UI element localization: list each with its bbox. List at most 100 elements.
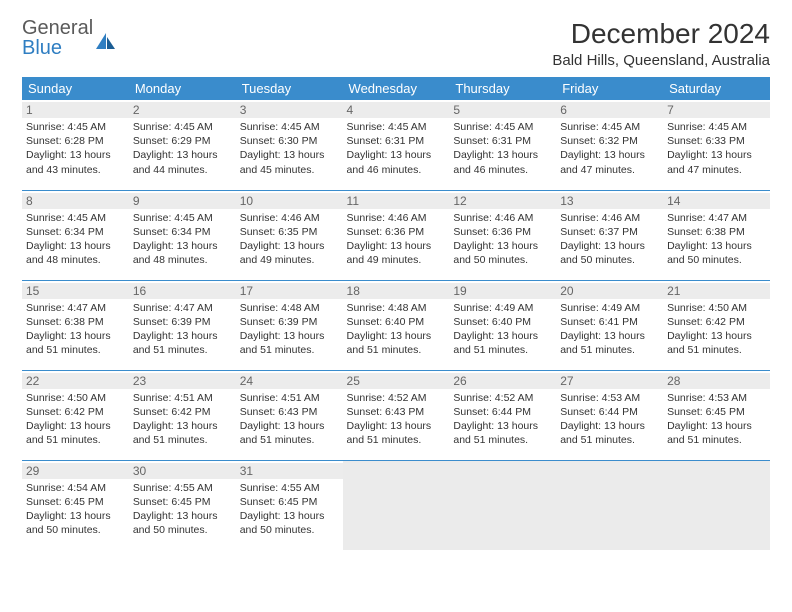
day-cell: 2 Sunrise: 4:45 AMSunset: 6:29 PMDaylight… bbox=[129, 100, 236, 190]
day-info: Sunrise: 4:45 AMSunset: 6:28 PMDaylight:… bbox=[26, 120, 125, 177]
day-info: Sunrise: 4:47 AMSunset: 6:39 PMDaylight:… bbox=[133, 301, 232, 358]
location-text: Bald Hills, Queensland, Australia bbox=[552, 52, 770, 69]
day-info: Sunrise: 4:47 AMSunset: 6:38 PMDaylight:… bbox=[667, 211, 766, 268]
day-cell: 7 Sunrise: 4:45 AMSunset: 6:33 PMDaylight… bbox=[663, 100, 770, 190]
day-number: 26 bbox=[449, 373, 556, 389]
day-cell: 23Sunrise: 4:51 AMSunset: 6:42 PMDayligh… bbox=[129, 370, 236, 460]
day-number: 2 bbox=[129, 102, 236, 118]
day-number: 10 bbox=[236, 193, 343, 209]
logo: General Blue bbox=[22, 18, 117, 58]
title-block: December 2024 Bald Hills, Queensland, Au… bbox=[552, 18, 770, 69]
day-info: Sunrise: 4:45 AMSunset: 6:29 PMDaylight:… bbox=[133, 120, 232, 177]
week-row: 15 Sunrise: 4:47 AMSunset: 6:38 PMDayligh… bbox=[22, 280, 770, 370]
day-info: Sunrise: 4:50 AMSunset: 6:42 PMDaylight:… bbox=[26, 391, 125, 448]
header: General Blue December 2024 Bald Hills, Q… bbox=[22, 18, 770, 69]
day-cell: 9 Sunrise: 4:45 AMSunset: 6:34 PMDaylight… bbox=[129, 190, 236, 280]
day-info: Sunrise: 4:45 AMSunset: 6:32 PMDaylight:… bbox=[560, 120, 659, 177]
day-info: Sunrise: 4:45 AMSunset: 6:34 PMDaylight:… bbox=[133, 211, 232, 268]
week-row: 29 Sunrise: 4:54 AMSunset: 6:45 PMDayligh… bbox=[22, 460, 770, 550]
week-row: 22 Sunrise: 4:50 AMSunset: 6:42 PMDayligh… bbox=[22, 370, 770, 460]
day-info: Sunrise: 4:53 AMSunset: 6:44 PMDaylight:… bbox=[560, 391, 659, 448]
day-number: 29 bbox=[22, 463, 129, 479]
day-info: Sunrise: 4:46 AMSunset: 6:36 PMDaylight:… bbox=[347, 211, 446, 268]
day-info: Sunrise: 4:47 AMSunset: 6:38 PMDaylight:… bbox=[26, 301, 125, 358]
day-cell: 15 Sunrise: 4:47 AMSunset: 6:38 PMDayligh… bbox=[22, 280, 129, 370]
day-number: 1 bbox=[22, 102, 129, 118]
day-info: Sunrise: 4:52 AMSunset: 6:44 PMDaylight:… bbox=[453, 391, 552, 448]
day-header: Thursday bbox=[449, 77, 556, 100]
day-info: Sunrise: 4:45 AMSunset: 6:31 PMDaylight:… bbox=[453, 120, 552, 177]
empty-cell bbox=[449, 460, 556, 550]
day-info: Sunrise: 4:46 AMSunset: 6:37 PMDaylight:… bbox=[560, 211, 659, 268]
day-info: Sunrise: 4:55 AMSunset: 6:45 PMDaylight:… bbox=[133, 481, 232, 538]
day-cell: 19 Sunrise: 4:49 AMSunset: 6:40 PMDayligh… bbox=[449, 280, 556, 370]
day-number: 15 bbox=[22, 283, 129, 299]
day-cell: 21Sunrise: 4:50 AMSunset: 6:42 PMDayligh… bbox=[663, 280, 770, 370]
day-info: Sunrise: 4:46 AMSunset: 6:36 PMDaylight:… bbox=[453, 211, 552, 268]
day-info: Sunrise: 4:54 AMSunset: 6:45 PMDaylight:… bbox=[26, 481, 125, 538]
empty-cell bbox=[343, 460, 450, 550]
day-cell: 13 Sunrise: 4:46 AMSunset: 6:37 PMDayligh… bbox=[556, 190, 663, 280]
day-cell: 28 Sunrise: 4:53 AMSunset: 6:45 PMDayligh… bbox=[663, 370, 770, 460]
logo-text-general: General bbox=[22, 18, 93, 38]
day-info: Sunrise: 4:49 AMSunset: 6:40 PMDaylight:… bbox=[453, 301, 552, 358]
day-number: 28 bbox=[663, 373, 770, 389]
day-header: Monday bbox=[129, 77, 236, 100]
day-cell: 4 Sunrise: 4:45 AMSunset: 6:31 PMDaylight… bbox=[343, 100, 450, 190]
day-cell: 25Sunrise: 4:52 AMSunset: 6:43 PMDayligh… bbox=[343, 370, 450, 460]
day-number: 23 bbox=[129, 373, 236, 389]
day-cell: 27 Sunrise: 4:53 AMSunset: 6:44 PMDayligh… bbox=[556, 370, 663, 460]
day-number: 13 bbox=[556, 193, 663, 209]
day-number: 12 bbox=[449, 193, 556, 209]
day-cell: 22 Sunrise: 4:50 AMSunset: 6:42 PMDayligh… bbox=[22, 370, 129, 460]
day-number: 16 bbox=[129, 283, 236, 299]
day-number: 22 bbox=[22, 373, 129, 389]
day-cell: 16 Sunrise: 4:47 AMSunset: 6:39 PMDayligh… bbox=[129, 280, 236, 370]
day-info: Sunrise: 4:45 AMSunset: 6:34 PMDaylight:… bbox=[26, 211, 125, 268]
day-info: Sunrise: 4:45 AMSunset: 6:31 PMDaylight:… bbox=[347, 120, 446, 177]
day-header: Saturday bbox=[663, 77, 770, 100]
day-number: 27 bbox=[556, 373, 663, 389]
day-cell: 31 Sunrise: 4:55 AMSunset: 6:45 PMDayligh… bbox=[236, 460, 343, 550]
day-cell: 12 Sunrise: 4:46 AMSunset: 6:36 PMDayligh… bbox=[449, 190, 556, 280]
day-info: Sunrise: 4:48 AMSunset: 6:39 PMDaylight:… bbox=[240, 301, 339, 358]
day-cell: 10Sunrise: 4:46 AMSunset: 6:35 PMDayligh… bbox=[236, 190, 343, 280]
calendar-table: SundayMondayTuesdayWednesdayThursdayFrid… bbox=[22, 77, 770, 550]
day-number: 30 bbox=[129, 463, 236, 479]
day-number: 9 bbox=[129, 193, 236, 209]
logo-text-blue: Blue bbox=[22, 38, 93, 58]
day-info: Sunrise: 4:52 AMSunset: 6:43 PMDaylight:… bbox=[347, 391, 446, 448]
day-header: Wednesday bbox=[343, 77, 450, 100]
day-info: Sunrise: 4:50 AMSunset: 6:42 PMDaylight:… bbox=[667, 301, 766, 358]
day-number: 7 bbox=[663, 102, 770, 118]
week-row: 1 Sunrise: 4:45 AMSunset: 6:28 PMDaylight… bbox=[22, 100, 770, 190]
day-number: 5 bbox=[449, 102, 556, 118]
day-header: Friday bbox=[556, 77, 663, 100]
day-cell: 11 Sunrise: 4:46 AMSunset: 6:36 PMDayligh… bbox=[343, 190, 450, 280]
day-number: 11 bbox=[343, 193, 450, 209]
day-number: 17 bbox=[236, 283, 343, 299]
day-info: Sunrise: 4:55 AMSunset: 6:45 PMDaylight:… bbox=[240, 481, 339, 538]
day-cell: 17 Sunrise: 4:48 AMSunset: 6:39 PMDayligh… bbox=[236, 280, 343, 370]
day-number: 4 bbox=[343, 102, 450, 118]
day-info: Sunrise: 4:45 AMSunset: 6:33 PMDaylight:… bbox=[667, 120, 766, 177]
day-cell: 30 Sunrise: 4:55 AMSunset: 6:45 PMDayligh… bbox=[129, 460, 236, 550]
day-number: 8 bbox=[22, 193, 129, 209]
day-header-row: SundayMondayTuesdayWednesdayThursdayFrid… bbox=[22, 77, 770, 100]
day-cell: 1 Sunrise: 4:45 AMSunset: 6:28 PMDaylight… bbox=[22, 100, 129, 190]
day-info: Sunrise: 4:45 AMSunset: 6:30 PMDaylight:… bbox=[240, 120, 339, 177]
day-number: 20 bbox=[556, 283, 663, 299]
day-info: Sunrise: 4:51 AMSunset: 6:43 PMDaylight:… bbox=[240, 391, 339, 448]
day-number: 18 bbox=[343, 283, 450, 299]
day-info: Sunrise: 4:48 AMSunset: 6:40 PMDaylight:… bbox=[347, 301, 446, 358]
day-number: 24 bbox=[236, 373, 343, 389]
day-header: Tuesday bbox=[236, 77, 343, 100]
empty-cell bbox=[663, 460, 770, 550]
day-number: 19 bbox=[449, 283, 556, 299]
day-number: 14 bbox=[663, 193, 770, 209]
day-number: 31 bbox=[236, 463, 343, 479]
day-number: 6 bbox=[556, 102, 663, 118]
day-info: Sunrise: 4:53 AMSunset: 6:45 PMDaylight:… bbox=[667, 391, 766, 448]
month-title: December 2024 bbox=[552, 18, 770, 50]
week-row: 8Sunrise: 4:45 AMSunset: 6:34 PMDaylight… bbox=[22, 190, 770, 280]
